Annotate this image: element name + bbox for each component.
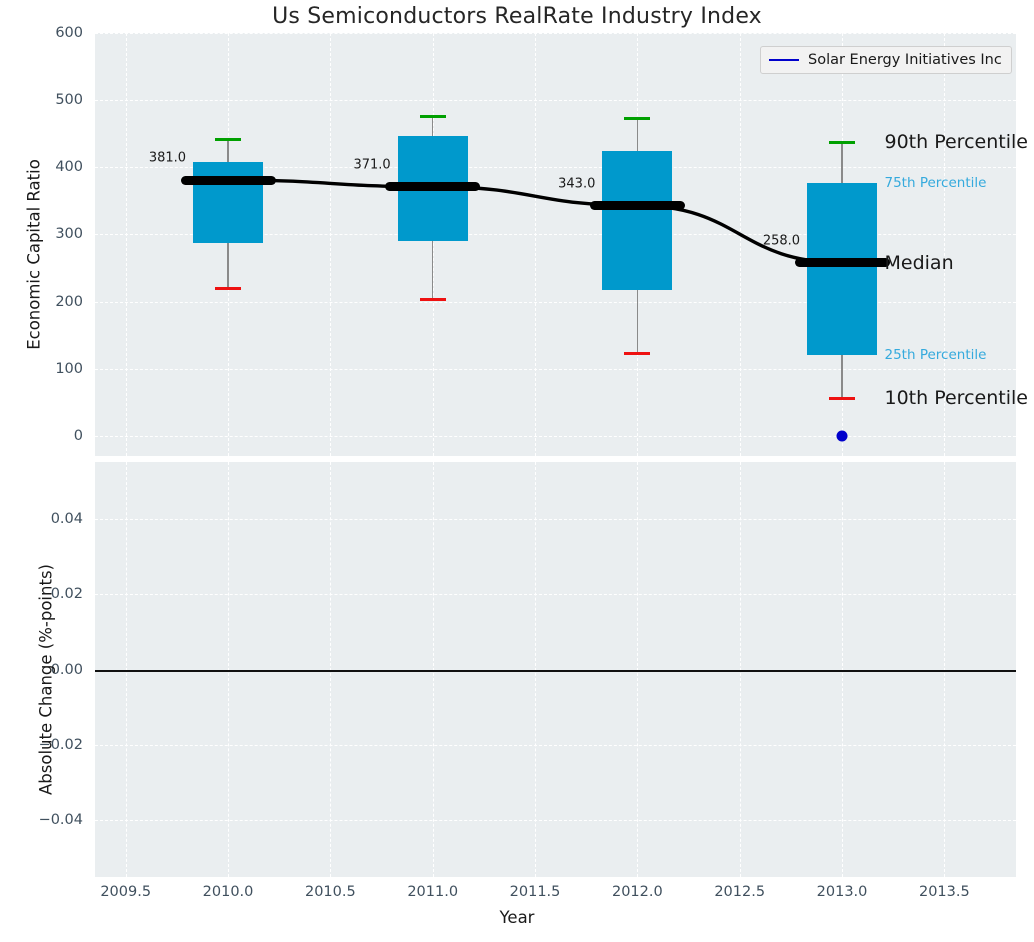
gridline-horizontal — [95, 518, 1016, 520]
gridline-vertical — [944, 33, 946, 456]
bottom-panel-plot-area — [95, 462, 1016, 877]
legend-label: Solar Energy Initiatives Inc — [808, 52, 1002, 68]
x-tick-label: 2011.0 — [407, 884, 459, 900]
chart-legend[interactable]: Solar Energy Initiatives Inc — [760, 46, 1012, 74]
cap-90th-percentile — [419, 114, 446, 118]
percentile-annotation: 75th Percentile — [884, 174, 987, 191]
y-tick-label-bottom: −0.02 — [38, 736, 83, 753]
gridline-vertical — [535, 33, 537, 456]
median-marker — [794, 258, 890, 268]
y-tick-label-top: 600 — [55, 25, 83, 41]
gridline-vertical — [330, 33, 332, 456]
x-tick-label: 2010.5 — [304, 884, 356, 900]
cap-10th-percentile — [419, 298, 446, 302]
gridline-horizontal — [95, 301, 1016, 303]
cap-10th-percentile — [624, 352, 651, 356]
cap-90th-percentile — [624, 117, 651, 121]
gridline-horizontal — [95, 33, 1016, 34]
y-tick-label-bottom: −0.04 — [38, 812, 83, 829]
gridline-horizontal — [95, 594, 1016, 596]
median-marker — [180, 175, 276, 185]
y-axis-label-bottom: Absolute Change (%-points) — [36, 564, 56, 795]
x-tick-label: 2013.5 — [918, 884, 970, 900]
x-tick-label: 2012.0 — [611, 884, 663, 900]
x-tick-label: 2010.0 — [202, 884, 254, 900]
percentile-annotation: Median — [884, 251, 954, 274]
y-tick-label-top: 0 — [73, 427, 83, 444]
y-tick-label-bottom: 0.02 — [50, 586, 83, 603]
interquartile-box — [807, 182, 878, 356]
gridline-horizontal — [95, 167, 1016, 169]
gridline-vertical — [125, 33, 127, 456]
y-tick-label-bottom: 0.00 — [50, 661, 83, 678]
y-tick-label-top: 200 — [55, 293, 83, 310]
company-data-point[interactable] — [836, 430, 848, 442]
median-value-label: 371.0 — [353, 157, 391, 173]
cap-10th-percentile — [215, 287, 242, 291]
gridline-vertical — [739, 33, 741, 456]
zero-reference-line — [95, 669, 1016, 672]
median-marker — [589, 201, 685, 211]
x-tick-label: 2009.5 — [100, 884, 152, 900]
cap-90th-percentile — [215, 138, 242, 142]
percentile-annotation: 10th Percentile — [884, 387, 1028, 410]
x-axis-label: Year — [499, 908, 535, 927]
y-axis-label-top: Economic Capital Ratio — [24, 159, 44, 350]
y-tick-label-top: 300 — [55, 226, 83, 243]
gridline-horizontal — [95, 100, 1016, 102]
x-tick-label: 2011.5 — [509, 884, 561, 900]
x-tick-label: 2013.0 — [816, 884, 868, 900]
percentile-annotation: 25th Percentile — [884, 347, 987, 364]
y-tick-label-top: 100 — [55, 360, 83, 377]
top-panel-plot-area — [95, 33, 1016, 456]
cap-10th-percentile — [829, 396, 856, 400]
median-value-label: 343.0 — [558, 176, 596, 192]
chart-title: Us Semiconductors RealRate Industry Inde… — [272, 4, 762, 29]
median-value-label: 381.0 — [148, 150, 187, 166]
y-tick-label-bottom: 0.04 — [50, 510, 83, 527]
y-tick-label-top: 400 — [55, 159, 83, 176]
gridline-horizontal — [95, 744, 1016, 746]
gridline-horizontal — [95, 368, 1016, 370]
cap-90th-percentile — [829, 140, 856, 144]
gridline-horizontal — [95, 820, 1016, 822]
legend-line-swatch — [769, 59, 799, 61]
y-tick-label-top: 500 — [55, 92, 83, 109]
percentile-annotation: 90th Percentile — [884, 131, 1028, 154]
interquartile-box — [193, 161, 264, 244]
interquartile-box — [602, 150, 673, 291]
x-tick-label: 2012.5 — [714, 884, 766, 900]
median-value-label: 258.0 — [762, 233, 801, 249]
median-marker — [385, 182, 481, 192]
gridline-horizontal — [95, 435, 1016, 437]
